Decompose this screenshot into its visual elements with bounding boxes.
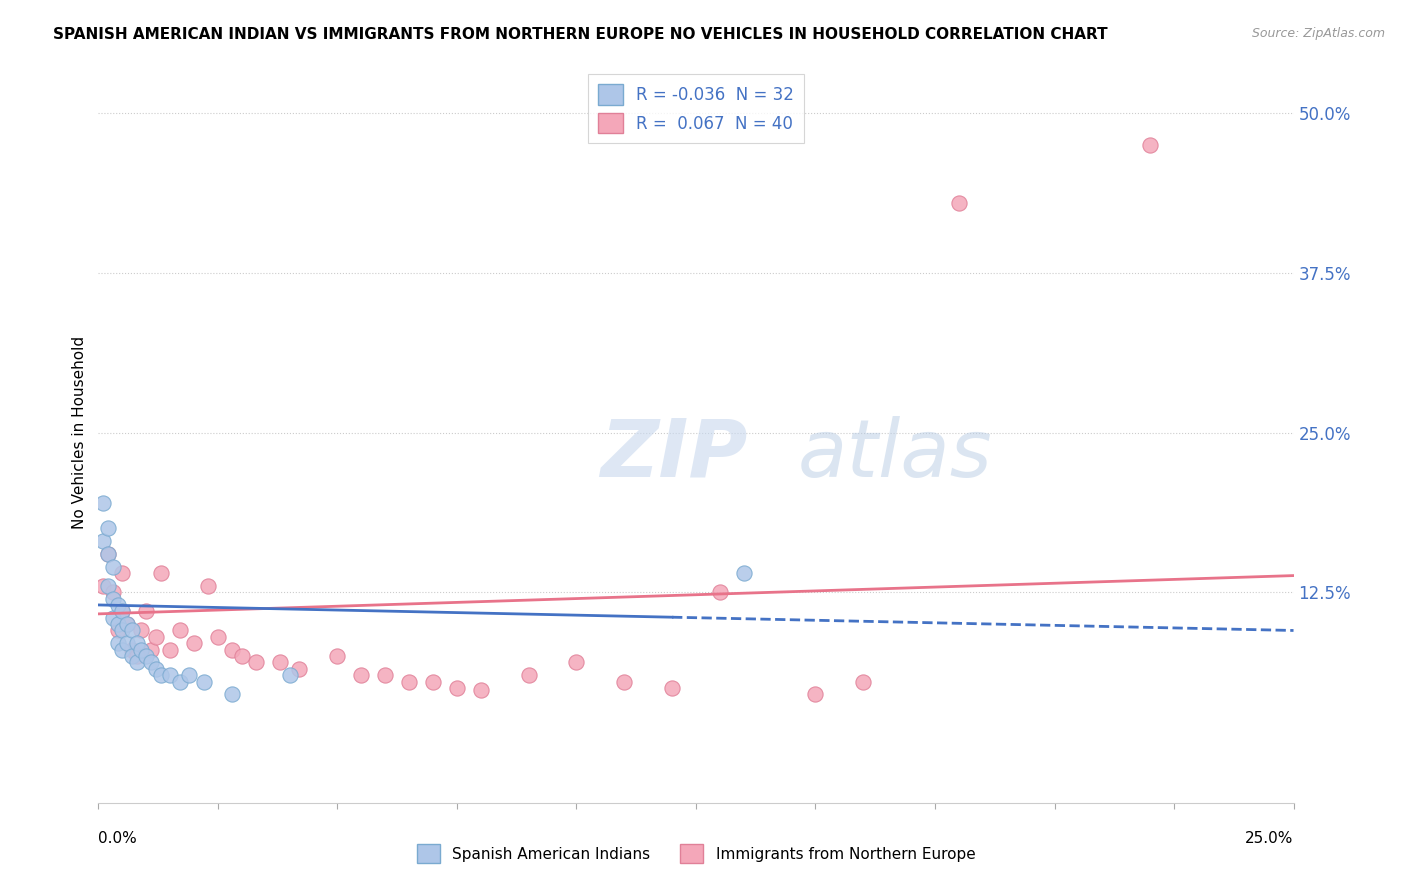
Point <box>111 624 134 638</box>
Point <box>207 630 229 644</box>
Point <box>169 674 191 689</box>
Point <box>91 579 114 593</box>
Point <box>565 656 588 670</box>
Point <box>115 617 138 632</box>
Point <box>269 656 291 670</box>
Point <box>197 579 219 593</box>
Point <box>326 648 349 663</box>
Point <box>91 534 114 549</box>
Point <box>107 617 129 632</box>
Y-axis label: No Vehicles in Household: No Vehicles in Household <box>72 336 87 529</box>
Point <box>350 668 373 682</box>
Point <box>221 687 243 701</box>
Point <box>115 617 138 632</box>
Point <box>948 195 970 210</box>
Point <box>852 674 875 689</box>
Legend: Spanish American Indians, Immigrants from Northern Europe: Spanish American Indians, Immigrants fro… <box>411 838 981 869</box>
Point <box>613 674 636 689</box>
Point <box>733 566 755 580</box>
Point <box>374 668 396 682</box>
Point <box>107 598 129 612</box>
Point <box>125 656 148 670</box>
Point <box>135 604 157 618</box>
Point <box>97 547 120 561</box>
Text: ZIP: ZIP <box>600 416 748 494</box>
Point <box>159 642 181 657</box>
Point <box>101 591 124 606</box>
Point <box>131 624 153 638</box>
Point <box>169 624 191 638</box>
Text: SPANISH AMERICAN INDIAN VS IMMIGRANTS FROM NORTHERN EUROPE NO VEHICLES IN HOUSEH: SPANISH AMERICAN INDIAN VS IMMIGRANTS FR… <box>53 27 1108 42</box>
Point <box>288 662 311 676</box>
Point <box>115 636 138 650</box>
Point <box>278 668 301 682</box>
Point <box>125 636 148 650</box>
Point <box>149 566 172 580</box>
Point <box>111 604 134 618</box>
Point <box>517 668 540 682</box>
Point <box>145 662 167 676</box>
Point <box>111 604 134 618</box>
Point <box>422 674 444 689</box>
Point <box>121 642 143 657</box>
Point <box>804 687 827 701</box>
Text: atlas: atlas <box>797 416 993 494</box>
Text: Source: ZipAtlas.com: Source: ZipAtlas.com <box>1251 27 1385 40</box>
Point <box>661 681 683 695</box>
Point <box>193 674 215 689</box>
Point <box>101 585 124 599</box>
Point <box>159 668 181 682</box>
Point <box>91 496 114 510</box>
Point <box>183 636 205 650</box>
Point <box>101 559 124 574</box>
Point <box>97 521 120 535</box>
Point <box>179 668 201 682</box>
Point <box>470 683 492 698</box>
Point <box>107 624 129 638</box>
Point <box>111 642 134 657</box>
Point <box>135 648 157 663</box>
Point <box>131 642 153 657</box>
Point <box>101 611 124 625</box>
Point <box>125 648 148 663</box>
Text: 25.0%: 25.0% <box>1246 831 1294 846</box>
Point <box>1139 138 1161 153</box>
Point <box>97 547 120 561</box>
Point <box>121 624 143 638</box>
Text: 0.0%: 0.0% <box>98 831 138 846</box>
Point <box>231 648 253 663</box>
Point <box>139 656 162 670</box>
Point <box>97 579 120 593</box>
Point <box>111 566 134 580</box>
Point <box>398 674 420 689</box>
Point <box>145 630 167 644</box>
Point <box>446 681 468 695</box>
Point <box>709 585 731 599</box>
Point <box>121 648 143 663</box>
Point <box>149 668 172 682</box>
Point <box>139 642 162 657</box>
Point <box>107 636 129 650</box>
Point <box>221 642 243 657</box>
Point <box>245 656 267 670</box>
